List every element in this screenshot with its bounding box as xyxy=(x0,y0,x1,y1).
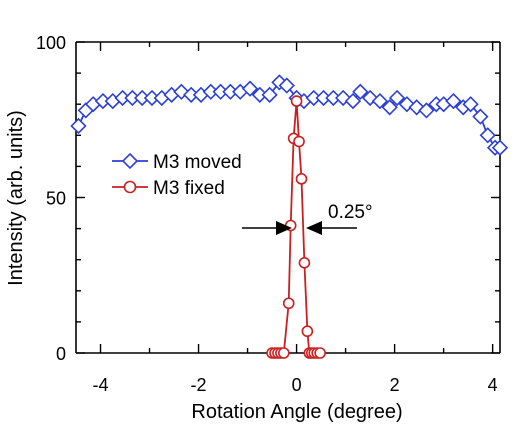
y-tick-label: 50 xyxy=(46,189,66,209)
data-point xyxy=(70,117,87,135)
data-point xyxy=(381,99,398,116)
data-point xyxy=(491,139,509,156)
y-axis-label: Intensity (arb. units) xyxy=(5,110,27,286)
series-m3-fixed xyxy=(266,95,326,359)
fwhm-right-arrowhead xyxy=(306,221,322,235)
data-point xyxy=(278,77,295,94)
data-point xyxy=(293,135,305,148)
data-point xyxy=(462,96,479,113)
data-point xyxy=(388,89,406,107)
legend: M3 moved M3 fixed xyxy=(112,152,242,199)
x-tick-label: -4 xyxy=(93,375,109,395)
legend-label-moved: M3 moved xyxy=(153,152,242,173)
data-point xyxy=(298,257,311,269)
series-m3-moved xyxy=(70,74,509,156)
data-point xyxy=(282,297,295,310)
data-point xyxy=(479,127,496,144)
data-point xyxy=(371,92,389,110)
data-point xyxy=(472,108,489,125)
x-tick-label: -2 xyxy=(191,375,207,395)
data-point xyxy=(314,347,326,359)
x-tick-label: 2 xyxy=(390,375,400,395)
legend-marker-fixed xyxy=(123,180,137,194)
data-point xyxy=(278,347,290,359)
data-point xyxy=(295,173,308,185)
data-point xyxy=(241,80,259,97)
fwhm-left-arrowhead xyxy=(276,221,292,235)
legend-marker-moved xyxy=(121,152,139,170)
y-tick-label: 0 xyxy=(56,344,66,364)
data-point xyxy=(344,92,362,110)
legend-label-fixed: M3 fixed xyxy=(153,178,225,199)
data-point xyxy=(418,102,435,119)
ticks: -4 -2 0 2 4 0 50 100 xyxy=(36,33,500,395)
x-axis-label: Rotation Angle (degree) xyxy=(191,401,402,423)
fwhm-annotation: 0.25° xyxy=(328,202,373,223)
x-tick-label: 0 xyxy=(292,375,302,395)
data-point xyxy=(445,92,462,110)
series-layer xyxy=(70,74,509,359)
data-point xyxy=(352,83,369,100)
data-point xyxy=(290,95,303,107)
y-tick-label: 100 xyxy=(36,33,66,53)
annotation-layer: 0.25° xyxy=(242,202,373,235)
data-point xyxy=(301,325,314,338)
x-tick-label: 4 xyxy=(488,375,498,395)
data-point xyxy=(261,86,278,104)
